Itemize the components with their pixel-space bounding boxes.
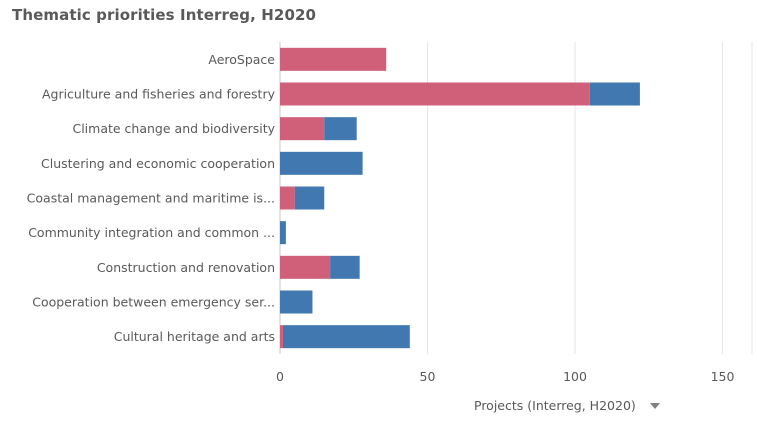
- category-labels: AeroSpace Agriculture and fisheries and f…: [27, 52, 276, 344]
- x-axis-title-text: Projects (Interreg, H2020): [474, 398, 636, 413]
- category-label: Cultural heritage and arts: [114, 329, 275, 344]
- bar-segment-2[interactable]: [324, 117, 357, 141]
- category-label: Community integration and common ...: [28, 225, 275, 240]
- bar-segment-2[interactable]: [294, 186, 325, 210]
- bars: [280, 47, 640, 349]
- x-axis-title[interactable]: Projects (Interreg, H2020): [474, 398, 660, 413]
- bar-segment-2[interactable]: [280, 290, 313, 314]
- bar-segment-2[interactable]: [280, 221, 286, 245]
- bar-segment-1[interactable]: [280, 325, 283, 349]
- bar-segment-2[interactable]: [280, 151, 363, 175]
- bar-segment-1[interactable]: [280, 82, 590, 106]
- bar-segment-1[interactable]: [280, 186, 295, 210]
- bar-segment-1[interactable]: [280, 47, 387, 71]
- category-label: Construction and renovation: [97, 260, 275, 275]
- x-tick-label: 150: [711, 369, 735, 384]
- bar-segment-2[interactable]: [589, 82, 640, 106]
- category-label: Clustering and economic cooperation: [41, 156, 275, 171]
- x-tick-label: 50: [420, 369, 436, 384]
- bar-segment-2[interactable]: [282, 325, 410, 349]
- category-label: Agriculture and fisheries and forestry: [42, 87, 276, 102]
- dropdown-caret-icon[interactable]: [649, 402, 660, 409]
- category-label: Coastal management and maritime is...: [27, 191, 275, 206]
- x-tick-label: 100: [563, 369, 587, 384]
- category-label: Climate change and biodiversity: [72, 121, 275, 136]
- bar-segment-1[interactable]: [280, 117, 325, 141]
- bar-segment-2[interactable]: [330, 255, 360, 279]
- category-label: Cooperation between emergency ser...: [32, 295, 275, 310]
- x-tick-label: 0: [276, 369, 284, 384]
- category-label: AeroSpace: [208, 52, 275, 67]
- chart-title: Thematic priorities Interreg, H2020: [12, 6, 317, 24]
- bar-segment-1[interactable]: [280, 255, 331, 279]
- x-tick-labels: 0 50 100 150: [276, 369, 734, 384]
